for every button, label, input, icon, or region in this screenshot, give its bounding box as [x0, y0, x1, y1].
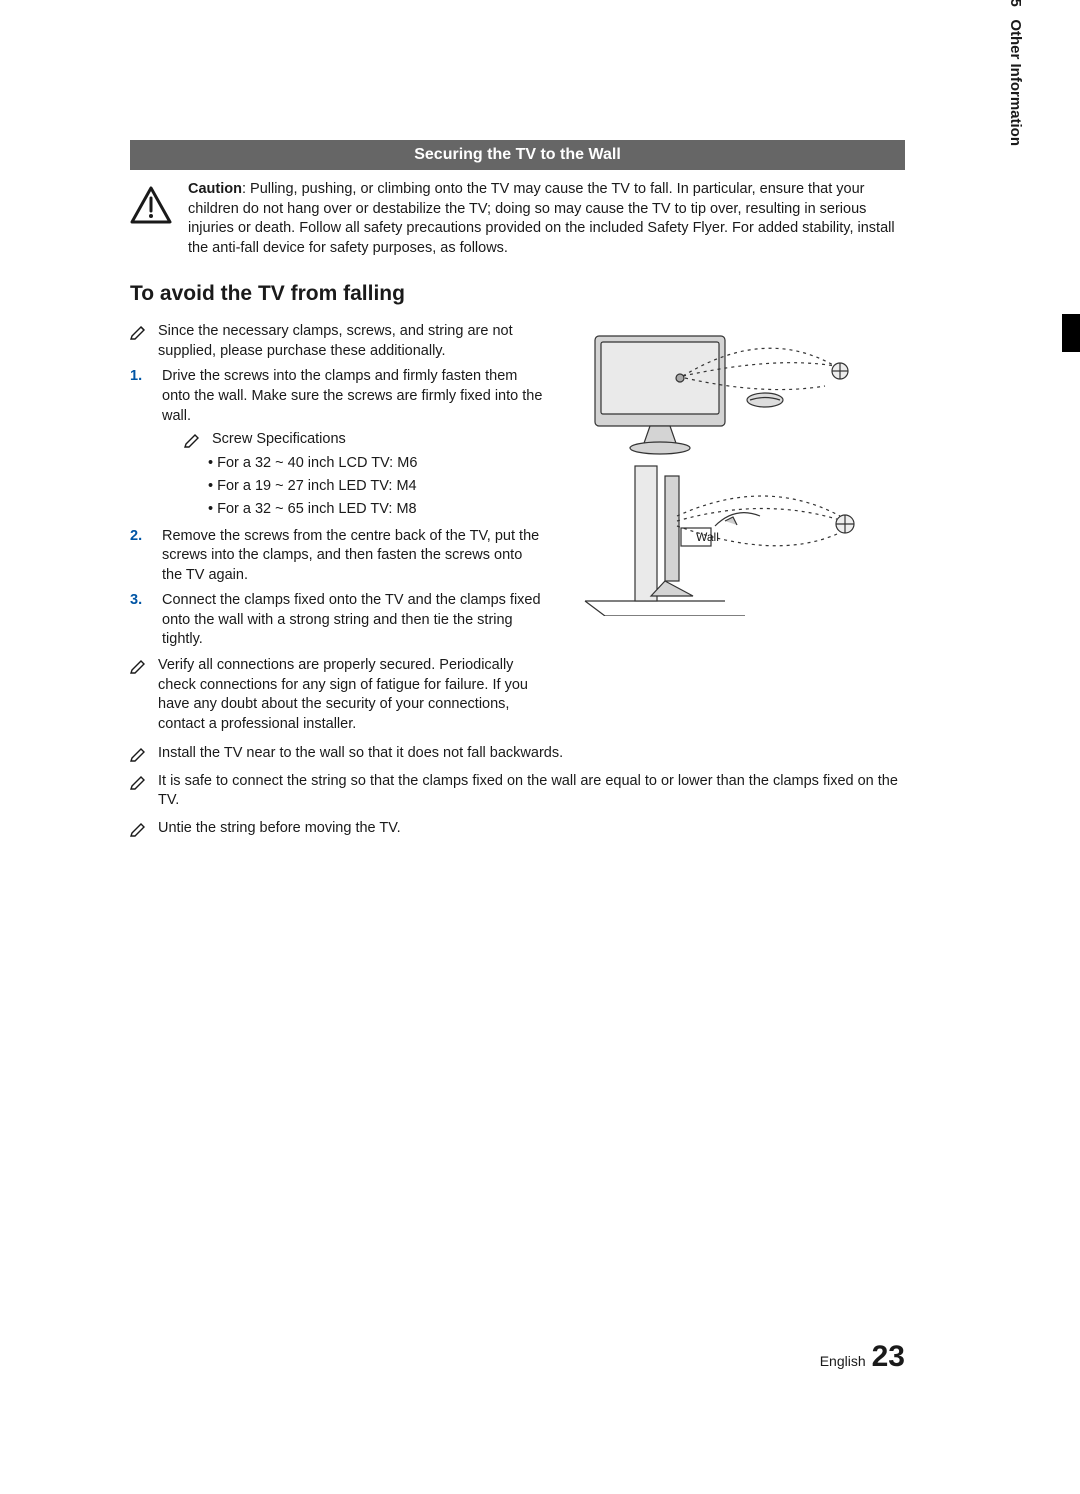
step-2: 2. Remove the screws from the centre bac…: [130, 527, 543, 586]
full-width-notes: Install the TV near to the wall so that …: [130, 744, 905, 838]
subsection-heading: To avoid the TV from falling: [130, 282, 905, 306]
footer-page: 23: [872, 1340, 905, 1374]
caution-label: Caution: [188, 181, 242, 197]
step-3: 3. Connect the clamps fixed onto the TV …: [130, 591, 543, 650]
screw-spec-item: For a 19 ~ 27 inch LED TV: M4: [208, 475, 543, 498]
step-1: 1. Drive the screws into the clamps and …: [130, 367, 543, 520]
note-icon: [130, 322, 150, 361]
pre-note: Since the necessary clamps, screws, and …: [130, 322, 543, 361]
side-tab-marker: [1062, 314, 1080, 352]
note-untie: Untie the string before moving the TV.: [130, 819, 905, 839]
footer-lang: English: [820, 1353, 866, 1369]
step-3-num: 3.: [130, 591, 152, 650]
post-note: Verify all connections are properly secu…: [130, 656, 543, 734]
caution-text: Caution: Pulling, pushing, or climbing o…: [188, 180, 905, 258]
side-tab: 05 Other Information: [945, 140, 1080, 540]
caution-body: : Pulling, pushing, or climbing onto the…: [188, 181, 895, 256]
steps-list: 1. Drive the screws into the clamps and …: [130, 367, 543, 650]
section-title: Securing the TV to the Wall: [414, 146, 621, 163]
note-icon: [130, 656, 150, 734]
step-2-text: Remove the screws from the centre back o…: [162, 527, 543, 586]
pre-note-text: Since the necessary clamps, screws, and …: [158, 322, 543, 361]
note-icon: [184, 430, 204, 450]
page-root: 05 Other Information Securing the TV to …: [0, 0, 1080, 1494]
step-1-num: 1.: [130, 367, 152, 520]
screw-spec-title: Screw Specifications: [212, 430, 346, 450]
note-text: Untie the string before moving the TV.: [158, 819, 905, 839]
note-icon: [130, 819, 150, 839]
note-icon: [130, 772, 150, 811]
note-install-near-wall: Install the TV near to the wall so that …: [130, 744, 905, 764]
screw-spec-note: Screw Specifications: [184, 430, 543, 450]
side-tab-text: 05 Other Information: [1007, 0, 1024, 146]
chapter-num: 05: [1007, 0, 1024, 7]
section-title-bar: Securing the TV to the Wall: [130, 140, 905, 170]
step-3-text: Connect the clamps fixed onto the TV and…: [162, 591, 543, 650]
right-column: Wall: [565, 316, 905, 736]
wall-label: Wall: [696, 530, 719, 544]
screw-spec-list: For a 32 ~ 40 inch LCD TV: M6 For a 19 ~…: [208, 452, 543, 521]
chapter-title: Other Information: [1007, 19, 1024, 146]
note-text: It is safe to connect the string so that…: [158, 772, 905, 811]
post-note-text: Verify all connections are properly secu…: [158, 656, 543, 734]
caution-block: Caution: Pulling, pushing, or climbing o…: [130, 180, 905, 258]
left-column: Since the necessary clamps, screws, and …: [130, 316, 543, 736]
note-string-level: It is safe to connect the string so that…: [130, 772, 905, 811]
page-footer: English 23: [820, 1340, 905, 1374]
illustration: Wall: [565, 316, 905, 616]
note-text: Install the TV near to the wall so that …: [158, 744, 905, 764]
screw-spec-item: For a 32 ~ 65 inch LED TV: M8: [208, 498, 543, 521]
note-icon: [130, 744, 150, 764]
step-1-text: Drive the screws into the clamps and fir…: [162, 368, 542, 423]
step-2-num: 2.: [130, 527, 152, 586]
warning-icon: [130, 186, 172, 258]
screw-spec-item: For a 32 ~ 40 inch LCD TV: M6: [208, 452, 543, 475]
two-column-area: Since the necessary clamps, screws, and …: [130, 316, 905, 736]
